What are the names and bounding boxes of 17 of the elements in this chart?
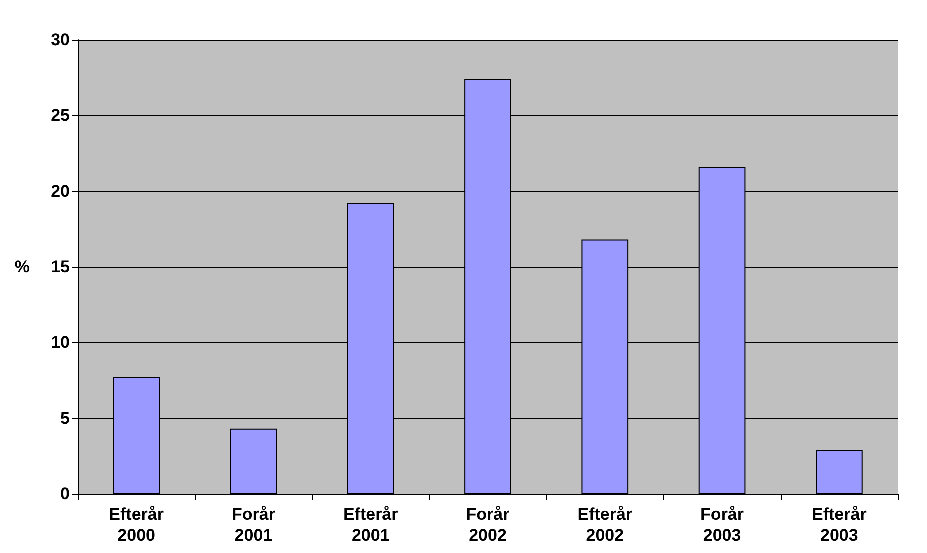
- y-tick-label: 30: [51, 30, 70, 50]
- y-tick-label: 20: [51, 182, 70, 201]
- x-tick-label: Forår 2002: [466, 505, 510, 545]
- y-axis-title: %: [14, 258, 30, 276]
- y-tick-label: 10: [51, 333, 70, 352]
- x-tick-label: Efterår 2001: [343, 505, 399, 545]
- x-tick-label: Efterår 2003: [812, 505, 868, 545]
- bar: [816, 450, 863, 494]
- y-tick-label: 25: [51, 106, 70, 126]
- y-tick-label: 5: [60, 408, 70, 428]
- bar: [230, 428, 278, 494]
- x-tick-label: Efterår 2002: [578, 505, 633, 545]
- y-tick-label: 15: [51, 258, 70, 276]
- y-tick-label: 0: [60, 484, 70, 504]
- x-tick-label: Forår 2003: [700, 505, 744, 545]
- x-tick-label: Forår 2001: [232, 505, 276, 545]
- x-tick-label: Efterår 2000: [109, 505, 164, 545]
